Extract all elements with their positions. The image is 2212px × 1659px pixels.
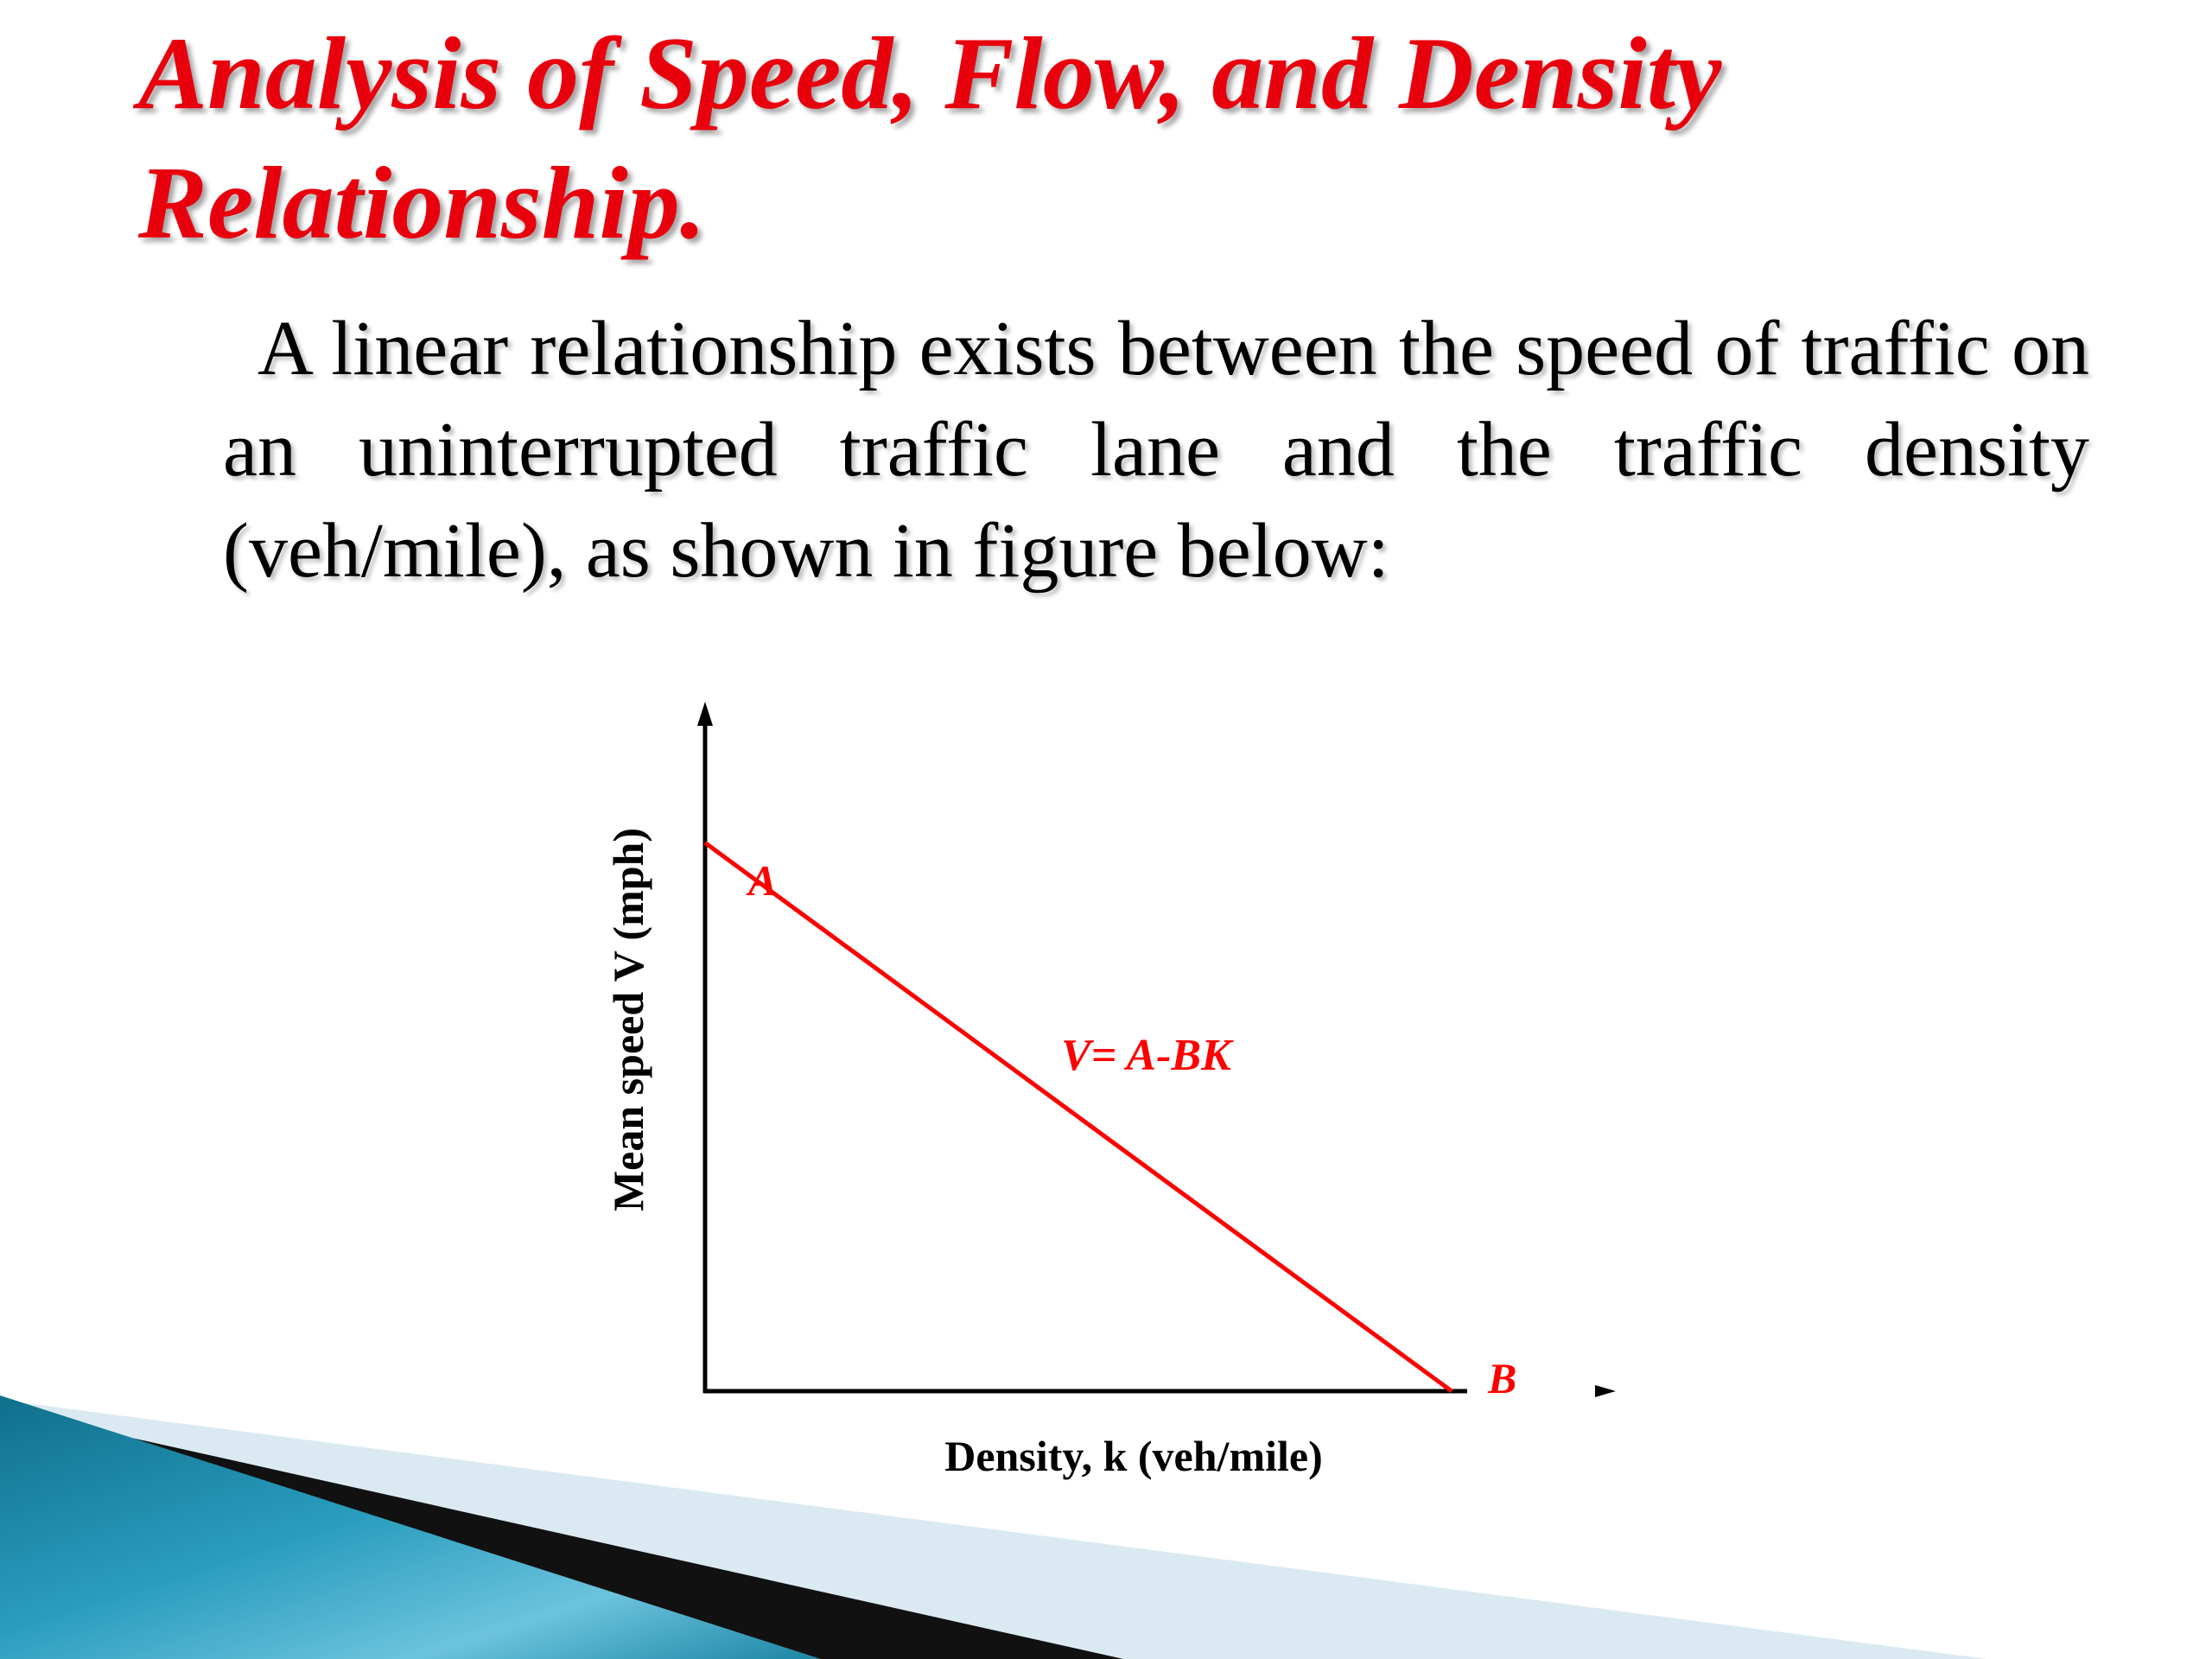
series-line — [703, 841, 1453, 1394]
slide-title: Analysis of Speed, Flow, and Density Rel… — [138, 16, 1722, 260]
y-axis-arrow — [697, 702, 713, 726]
point-label-a: A — [746, 856, 777, 905]
x-axis-label: Density, k (veh/mile) — [944, 1432, 1322, 1480]
y-axis-label: Mean speed V (mph) — [604, 828, 652, 1211]
x-axis-arrow — [1595, 1385, 1616, 1397]
slide-body-text: A linear relationship exists between the… — [223, 306, 2089, 594]
equation-label: V= A-BK — [1061, 1031, 1234, 1080]
point-label-b: B — [1487, 1354, 1516, 1402]
